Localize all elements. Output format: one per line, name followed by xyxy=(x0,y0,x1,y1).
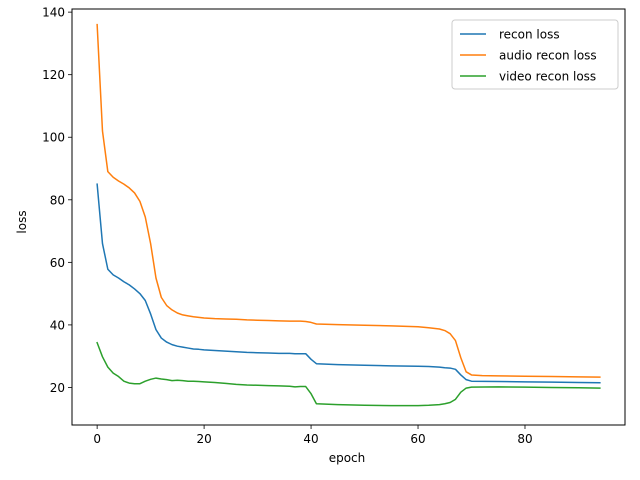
legend-label-1: recon loss xyxy=(499,28,560,42)
x-tick-label: 40 xyxy=(303,432,318,446)
y-tick-label: 60 xyxy=(50,256,65,270)
x-tick-label: 20 xyxy=(196,432,211,446)
x-tick-label: 60 xyxy=(410,432,425,446)
x-tick-label: 0 xyxy=(93,432,101,446)
y-tick-label: 80 xyxy=(50,193,65,207)
series-line-3 xyxy=(96,341,601,407)
x-tick-label: 80 xyxy=(517,432,532,446)
y-tick-label: 140 xyxy=(42,6,65,20)
legend: recon loss audio recon loss video recon lo… xyxy=(451,19,619,90)
x-axis-ticks: 0 20 40 60 80 xyxy=(93,425,533,446)
x-axis-label: epoch xyxy=(329,451,366,465)
axes-frame xyxy=(71,8,626,426)
y-axis-label: loss xyxy=(15,210,29,233)
series-line-1 xyxy=(96,183,601,384)
plot-lines xyxy=(96,23,601,407)
y-tick-label: 120 xyxy=(42,68,65,82)
legend-label-2: audio recon loss xyxy=(499,49,597,63)
y-tick-label: 100 xyxy=(42,131,65,145)
legend-box xyxy=(451,19,619,90)
y-tick-label: 20 xyxy=(50,381,65,395)
series-line-2 xyxy=(96,23,601,378)
legend-label-3: video recon loss xyxy=(499,70,596,84)
y-axis-ticks: 20 40 60 80 100 120 140 xyxy=(42,6,72,395)
y-tick-label: 40 xyxy=(50,318,65,332)
